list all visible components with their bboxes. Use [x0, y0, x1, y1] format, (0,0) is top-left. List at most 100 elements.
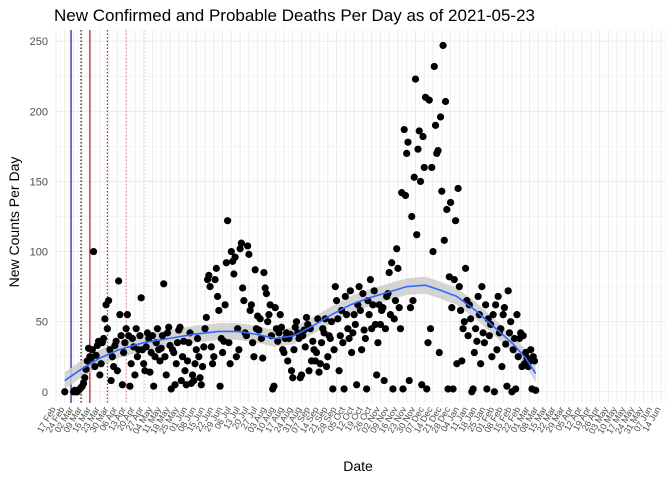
data-point: [370, 287, 378, 295]
data-point: [172, 360, 180, 368]
data-point: [197, 381, 205, 389]
data-point: [440, 236, 448, 244]
data-point: [438, 187, 446, 195]
data-point: [81, 374, 89, 382]
data-point: [287, 367, 296, 375]
data-point: [215, 306, 223, 315]
data-point: [390, 315, 398, 323]
data-point: [441, 97, 450, 106]
y-tick-label: 250: [30, 36, 48, 48]
data-point: [192, 346, 200, 354]
data-point: [473, 337, 481, 345]
data-point: [315, 368, 323, 376]
data-point: [148, 332, 157, 340]
data-point: [380, 376, 388, 385]
data-point: [239, 284, 247, 292]
data-point: [264, 318, 272, 326]
data-point: [430, 62, 438, 71]
data-point: [185, 339, 193, 347]
data-point: [403, 149, 411, 157]
data-point: [340, 385, 348, 393]
data-point: [92, 351, 100, 359]
data-point: [435, 348, 443, 357]
data-point: [428, 163, 436, 172]
data-point: [415, 127, 423, 135]
reference-lines: [70, 30, 146, 403]
data-point: [492, 301, 500, 309]
data-point: [500, 304, 509, 312]
data-point: [177, 376, 185, 385]
data-point: [459, 325, 467, 333]
data-point: [513, 311, 521, 319]
data-point: [236, 245, 244, 253]
data-point: [309, 337, 317, 345]
data-point: [365, 311, 373, 319]
data-point: [212, 264, 220, 272]
data-point: [142, 343, 150, 351]
data-point: [490, 388, 498, 396]
data-point: [118, 381, 126, 389]
data-point: [454, 184, 462, 193]
data-point: [113, 367, 121, 375]
data-point: [245, 250, 253, 258]
data-point: [255, 326, 263, 334]
data-point: [426, 325, 435, 333]
data-point: [161, 353, 169, 361]
data-point: [140, 360, 148, 368]
data-point: [171, 381, 179, 389]
data-point: [493, 346, 501, 354]
data-point: [250, 353, 258, 361]
data-point: [336, 332, 344, 340]
data-point: [297, 371, 306, 379]
data-point: [115, 277, 123, 285]
data-point: [232, 353, 240, 361]
data-point: [224, 217, 232, 225]
data-point: [133, 353, 142, 361]
data-point: [277, 323, 286, 331]
data-point: [210, 353, 218, 361]
data-point: [423, 385, 431, 393]
data-point: [270, 382, 278, 390]
data-point: [289, 374, 297, 382]
data-point: [341, 292, 349, 301]
data-point: [221, 301, 229, 309]
data-point: [389, 385, 397, 393]
data-point: [399, 385, 407, 393]
data-point: [274, 337, 282, 345]
data-point: [451, 217, 460, 225]
data-point: [443, 205, 451, 214]
data-point: [195, 353, 203, 361]
data-point: [349, 329, 357, 337]
data-point: [218, 348, 227, 357]
data-point: [88, 346, 96, 354]
data-point: [327, 318, 336, 326]
data-point: [458, 357, 466, 365]
y-tick-labels: 0 50 100 150 200 250: [30, 36, 48, 399]
data-point: [514, 353, 522, 361]
data-point: [335, 367, 343, 375]
points: [61, 41, 540, 396]
data-point: [61, 388, 69, 396]
data-point: [160, 280, 168, 288]
data-point: [510, 334, 519, 343]
data-point: [369, 301, 377, 309]
data-point: [312, 348, 321, 357]
data-point: [373, 371, 381, 379]
data-point: [191, 360, 199, 368]
data-point: [291, 323, 299, 331]
data-point: [240, 297, 248, 305]
data-point: [466, 315, 475, 323]
data-point: [302, 313, 311, 322]
data-point: [394, 264, 402, 272]
data-point: [434, 146, 442, 155]
data-point: [257, 334, 266, 343]
data-point: [99, 334, 108, 343]
data-point: [410, 173, 418, 181]
data-point: [225, 339, 233, 347]
data-point: [292, 318, 301, 326]
data-point: [393, 245, 401, 253]
data-point: [488, 353, 496, 361]
data-point: [260, 268, 268, 277]
data-point: [358, 346, 366, 354]
